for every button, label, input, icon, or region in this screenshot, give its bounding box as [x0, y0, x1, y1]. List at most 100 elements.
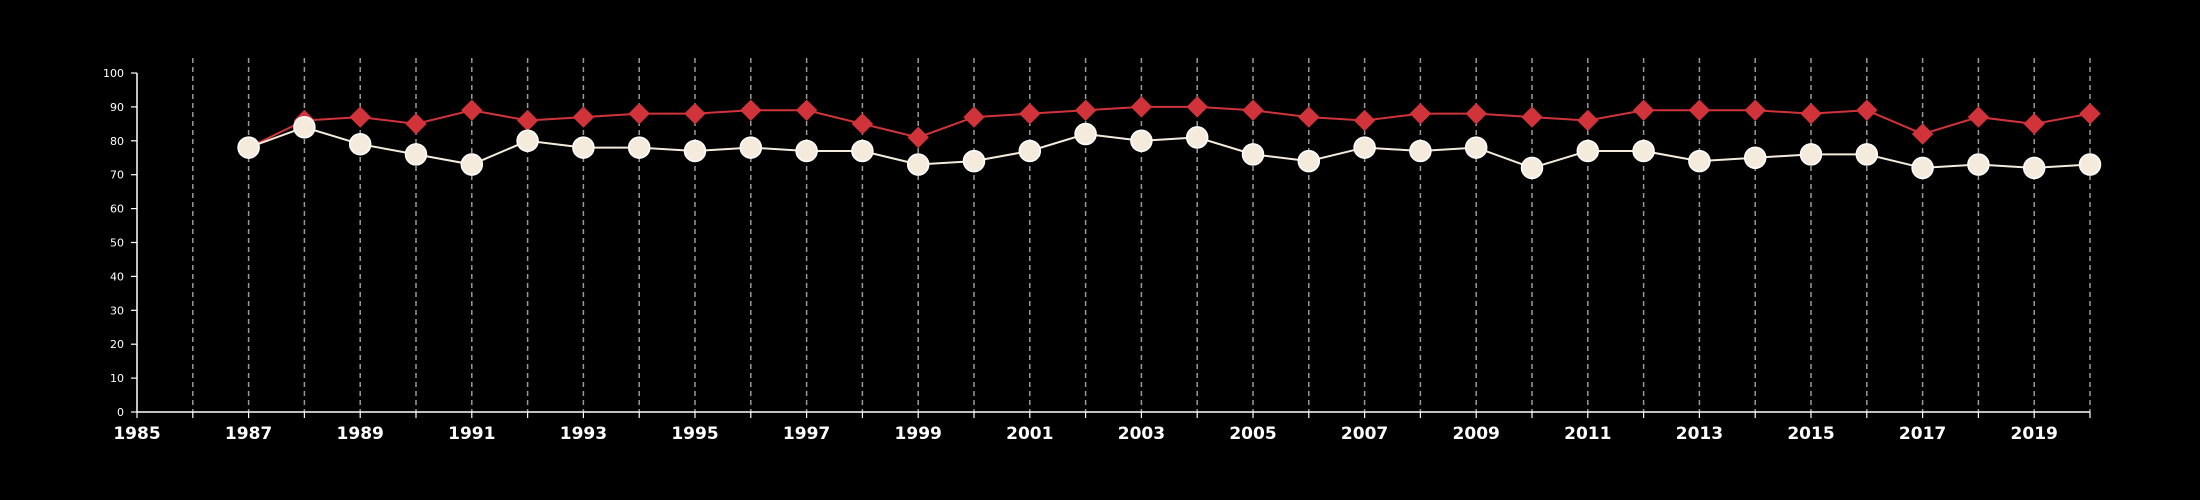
series-0-point-2001 [1019, 102, 1041, 125]
x-tick-label-2007: 2007 [1341, 424, 1388, 444]
series-1-point-1998 [851, 139, 874, 163]
series-1-point-2017 [1911, 156, 1934, 180]
x-tick-label-2011: 2011 [1564, 424, 1611, 444]
series-1-point-1989 [348, 132, 372, 156]
series-1-point-1995 [683, 139, 707, 163]
x-tick-label-1995: 1995 [671, 424, 718, 444]
series-0-point-1995 [684, 102, 706, 125]
series-1-point-2016 [1855, 143, 1879, 166]
y-tick-label-80: 80 [110, 135, 124, 148]
axes: 0 10 20 30 40 50 60 70 80 90 100 1985 1987 1989 1991 19… [103, 67, 2091, 444]
series-0-point-1993 [572, 106, 595, 128]
series-1-point-2005 [1241, 143, 1265, 166]
x-tick-label-2015: 2015 [1787, 424, 1834, 444]
series-0-point-1997 [795, 99, 818, 121]
series-0-point-1998 [851, 113, 874, 135]
series-0-point-2009 [1465, 102, 1487, 125]
series-1-point-2007 [1353, 136, 1376, 159]
series-1-point-1991 [460, 153, 484, 176]
series-1-point-1987 [237, 136, 260, 159]
series-1-point-2014 [1743, 146, 1767, 169]
x-tick-label-1993: 1993 [560, 424, 607, 444]
x-tick-label-1991: 1991 [448, 424, 495, 444]
series-0-point-1999 [907, 126, 929, 149]
series-1-point-2006 [1297, 149, 1321, 173]
y-tick-label-20: 20 [110, 338, 124, 351]
series-0-point-2010 [1521, 106, 1543, 128]
series-0-point-2013 [1688, 99, 1711, 121]
series-0-point-2015 [1800, 102, 1822, 125]
series-1-point-2000 [962, 149, 986, 173]
series-0-point-2016 [1856, 99, 1878, 121]
series-0-point-2007 [1353, 109, 1376, 132]
series-0-point-2019 [2023, 113, 2045, 135]
x-tick-label-2019: 2019 [2011, 424, 2058, 444]
series-1-point-1997 [795, 139, 818, 163]
series-0-point-1991 [461, 99, 483, 121]
series-1-point-2012 [1632, 139, 1655, 163]
series-1-point-2003 [1130, 129, 1153, 153]
y-tick-label-0: 0 [117, 406, 124, 419]
series-1-point-2019 [2022, 156, 2046, 180]
series-0-point-2012 [1632, 99, 1655, 121]
series-1-point-1994 [627, 136, 651, 159]
series-0-point-2014 [1744, 99, 1766, 121]
series-1-point-2009 [1464, 136, 1488, 159]
x-tick-label-1997: 1997 [783, 424, 830, 444]
data-series [237, 96, 2102, 180]
y-tick-label-60: 60 [110, 203, 124, 216]
series-1-point-1990 [404, 143, 428, 166]
series-0-point-2004 [1186, 96, 1208, 118]
series-1-point-2008 [1409, 139, 1432, 163]
x-tick-label-2005: 2005 [1229, 424, 1276, 444]
series-0-point-2017 [1911, 123, 1934, 145]
x-tick-label-1985: 1985 [113, 424, 160, 444]
series-1-point-1999 [906, 153, 930, 176]
y-tick-label-40: 40 [110, 270, 124, 283]
series-1-point-1993 [572, 136, 595, 159]
series-1-line [248, 126, 2091, 169]
x-tick-label-1999: 1999 [895, 424, 942, 444]
series-0-point-1996 [740, 99, 762, 121]
series-0-point-1989 [349, 106, 371, 128]
series-1-point-2002 [1074, 122, 1097, 146]
series-1-point-1992 [516, 129, 539, 153]
x-tick-label-2003: 2003 [1118, 424, 1165, 444]
series-0-point-1994 [628, 102, 650, 125]
series-0-point-1990 [405, 113, 427, 135]
y-tick-label-90: 90 [110, 101, 124, 114]
x-tick-label-2001: 2001 [1006, 424, 1053, 444]
series-0-point-2011 [1577, 109, 1599, 132]
series-0-point-2002 [1074, 99, 1097, 121]
series-0-point-2018 [1967, 106, 1990, 128]
y-tick-label-100: 100 [103, 67, 124, 80]
y-tick-label-30: 30 [110, 304, 124, 317]
series-1-point-2011 [1576, 139, 1600, 163]
series-1-point-2018 [1967, 153, 1990, 176]
y-tick-label-50: 50 [110, 237, 124, 250]
series-0-point-1992 [516, 109, 539, 132]
series-1-point-2010 [1520, 156, 1544, 180]
series-1-point-1996 [739, 136, 763, 159]
x-tick-label-2013: 2013 [1676, 424, 1723, 444]
series-1-point-1988 [293, 115, 316, 139]
y-tick-label-10: 10 [110, 372, 124, 385]
series-0-line [248, 105, 2091, 149]
series-0-point-2006 [1298, 106, 1320, 128]
series-0-point-2003 [1130, 96, 1153, 118]
series-1-point-2015 [1799, 143, 1823, 166]
series-0-point-2000 [963, 106, 985, 128]
series-1-point-2001 [1018, 139, 1042, 163]
x-tick-label-2017: 2017 [1899, 424, 1946, 444]
x-tick-label-2009: 2009 [1453, 424, 1500, 444]
series-0-point-2008 [1409, 102, 1432, 125]
series-0-point-2005 [1242, 99, 1264, 121]
series-1-point-2020 [2078, 153, 2102, 176]
x-tick-label-1989: 1989 [337, 424, 384, 444]
series-1-point-2004 [1185, 126, 1209, 149]
y-tick-label-70: 70 [110, 169, 124, 182]
x-tick-label-1987: 1987 [225, 424, 272, 444]
series-1-point-2013 [1688, 149, 1711, 173]
